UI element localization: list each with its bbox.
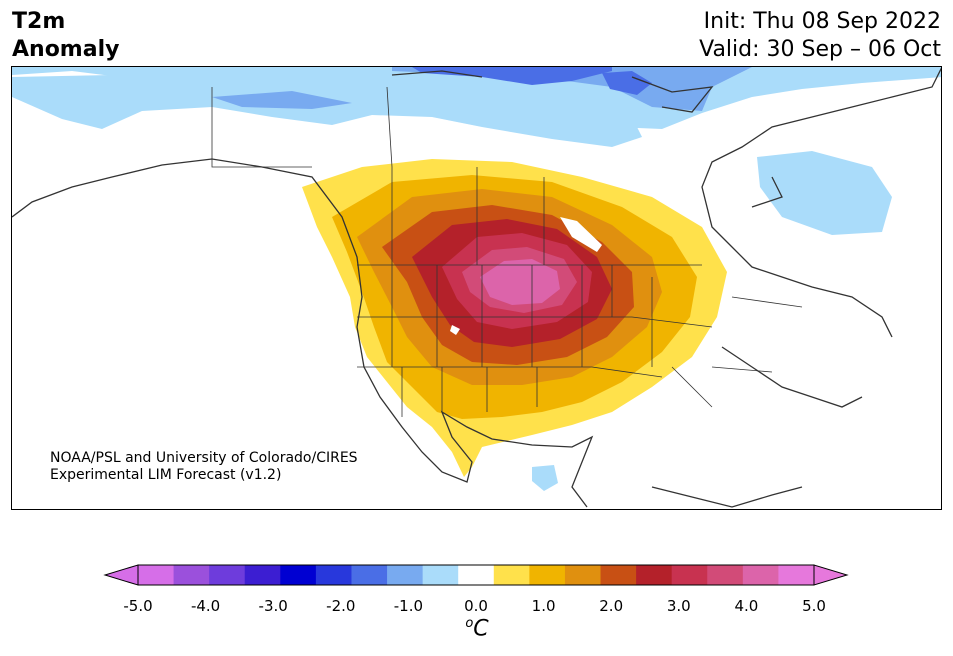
- colorbar-segment: [315, 565, 352, 585]
- colorbar-segment: [422, 565, 459, 585]
- colorbar-extend-max: [813, 564, 849, 586]
- colorbar-segment: [209, 565, 246, 585]
- colorbar-tick-label: 3.0: [666, 597, 691, 615]
- title-line-1: T2m: [12, 9, 66, 34]
- colorbar-segment: [280, 565, 317, 585]
- colorbar-tick-label: -1.0: [393, 597, 424, 615]
- colorbar-segment: [778, 565, 815, 585]
- map-title: T2m Anomaly: [12, 8, 119, 64]
- cold-anomaly-fills: [12, 67, 941, 491]
- degree-symbol: o: [465, 616, 474, 631]
- colorbar-segment: [529, 565, 566, 585]
- colorbar-outline: [137, 564, 815, 586]
- colorbar-tick-label: 0.0: [464, 597, 488, 615]
- credit-line-2: Experimental LIM Forecast (v1.2): [50, 467, 282, 483]
- colorbar-tick-label: 1.0: [531, 597, 556, 615]
- credit-line-1: NOAA/PSL and University of Colorado/CIRE…: [50, 450, 358, 466]
- valid-date: Valid: 30 Sep – 06 Oct: [699, 37, 941, 62]
- colorbar-segment: [636, 565, 673, 585]
- unit-letter: C: [473, 616, 489, 642]
- colorbar-segments: [138, 565, 815, 585]
- colorbar-segment: [671, 565, 708, 585]
- colorbar-tick-labels: -5.0 -4.0 -3.0 -2.0 -1.0 0.0 1.0 2.0 3.0 4.0 5.0: [0, 597, 953, 617]
- colorbar-segment: [138, 565, 175, 585]
- colorbar-tick-label: -2.0: [326, 597, 356, 615]
- map-canvas: [12, 67, 941, 508]
- colorbar-segment: [742, 565, 779, 585]
- colorbar-segment: [707, 565, 744, 585]
- colorbar-segment: [458, 565, 495, 585]
- anomaly-map: NOAA/PSL and University of Colorado/CIRE…: [11, 66, 942, 510]
- colorbar-tick-label: 2.0: [599, 597, 624, 615]
- colorbar-extend-min: [103, 564, 139, 586]
- colorbar-segment: [173, 565, 210, 585]
- init-date: Init: Thu 08 Sep 2022: [703, 9, 941, 34]
- colorbar-segment: [244, 565, 281, 585]
- colorbar-segment: [564, 565, 602, 585]
- colorbar-tick-label: -4.0: [190, 597, 221, 615]
- colorbar-tick-label: 5.0: [802, 597, 826, 615]
- colorbar-tick-label: -3.0: [258, 597, 288, 615]
- colorbar: [103, 564, 849, 586]
- colorbar-segment: [493, 565, 530, 585]
- colorbar-segment: [600, 565, 637, 585]
- political-borders: [211, 86, 803, 417]
- colorbar-units: oC: [465, 616, 488, 641]
- colorbar-segment: [387, 565, 424, 585]
- colorbar-segment: [351, 565, 388, 585]
- lake-gap: [450, 325, 460, 335]
- warm-anomaly-fills: [302, 159, 727, 477]
- colorbar-tick-label: 4.0: [734, 597, 759, 615]
- coastlines: [12, 67, 941, 508]
- lake-gap: [560, 217, 602, 252]
- data-credit: NOAA/PSL and University of Colorado/CIRE…: [50, 450, 358, 484]
- title-line-2: Anomaly: [12, 37, 120, 62]
- colorbar-tick-label: -5.0: [123, 597, 153, 615]
- forecast-dates: Init: Thu 08 Sep 2022 Valid: 30 Sep – 06…: [699, 8, 941, 64]
